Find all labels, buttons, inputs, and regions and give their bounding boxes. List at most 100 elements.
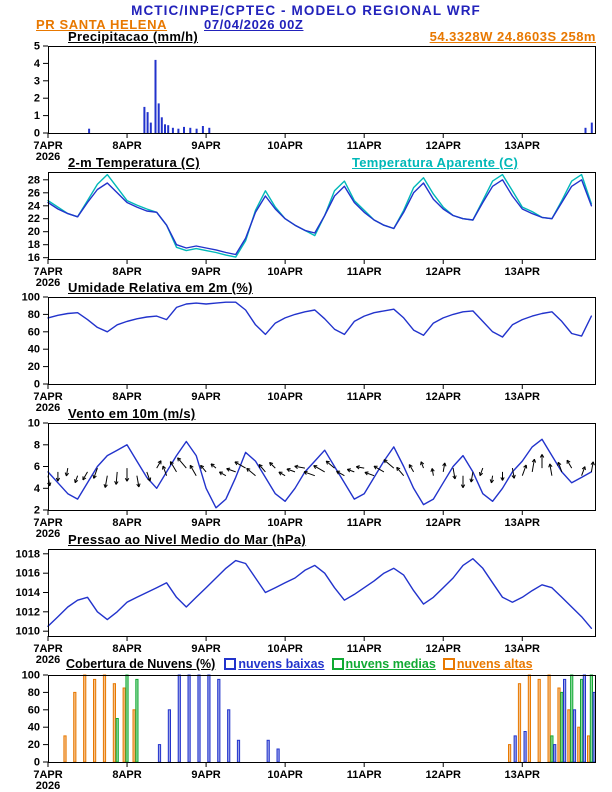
svg-text:0: 0: [34, 128, 40, 140]
svg-text:13APR: 13APR: [505, 769, 541, 781]
svg-text:5: 5: [34, 41, 40, 53]
svg-text:1018: 1018: [16, 548, 40, 560]
svg-text:2026: 2026: [36, 277, 60, 289]
svg-text:2026: 2026: [36, 654, 60, 666]
svg-text:1012: 1012: [16, 606, 40, 618]
svg-text:100: 100: [22, 292, 40, 304]
svg-text:8APR: 8APR: [112, 266, 141, 278]
svg-text:18: 18: [28, 239, 40, 251]
legend-item-nuvens-medias: nuvens medias: [331, 657, 436, 671]
svg-text:12APR: 12APR: [425, 140, 461, 152]
panel-title-temperatura-aparente: Temperatura Aparente (C): [352, 155, 519, 170]
svg-text:7APR: 7APR: [33, 140, 62, 152]
svg-text:8APR: 8APR: [112, 517, 141, 529]
svg-text:1014: 1014: [16, 587, 41, 599]
svg-text:8APR: 8APR: [112, 769, 141, 781]
svg-text:2026: 2026: [36, 402, 60, 414]
svg-text:12APR: 12APR: [425, 266, 461, 278]
station-coords: 54.3328W 24.8603S 258m: [429, 29, 596, 44]
svg-text:13APR: 13APR: [505, 266, 541, 278]
svg-text:8: 8: [34, 439, 40, 451]
svg-text:10APR: 10APR: [267, 769, 303, 781]
svg-text:11APR: 11APR: [347, 643, 382, 655]
svg-text:0: 0: [34, 757, 40, 769]
cloud-legend: Cobertura de Nuvens (%) nuvens baixas nu…: [66, 657, 533, 671]
svg-text:4: 4: [34, 483, 41, 495]
svg-text:20: 20: [28, 226, 40, 238]
legend-item-nuvens-altas: nuvens altas: [442, 657, 533, 671]
legend-label: nuvens altas: [456, 657, 533, 671]
svg-text:12APR: 12APR: [425, 391, 461, 403]
svg-text:20: 20: [28, 739, 40, 751]
svg-text:12APR: 12APR: [425, 517, 461, 529]
svg-text:1016: 1016: [16, 568, 40, 580]
svg-text:10APR: 10APR: [267, 266, 303, 278]
svg-text:40: 40: [28, 344, 40, 356]
svg-text:2026: 2026: [36, 780, 60, 792]
svg-text:12APR: 12APR: [425, 769, 461, 781]
svg-text:11APR: 11APR: [347, 769, 382, 781]
panel-title-nuvens: Cobertura de Nuvens (%): [66, 657, 216, 671]
svg-text:7APR: 7APR: [33, 769, 62, 781]
svg-text:9APR: 9APR: [191, 391, 220, 403]
svg-text:2026: 2026: [36, 528, 60, 540]
page-title: MCTIC/INPE/CPTEC - MODELO REGIONAL WRF: [131, 3, 481, 18]
svg-text:60: 60: [28, 326, 40, 338]
svg-text:1010: 1010: [16, 626, 40, 638]
svg-text:13APR: 13APR: [505, 517, 541, 529]
svg-text:1: 1: [34, 110, 40, 122]
svg-text:8APR: 8APR: [112, 391, 141, 403]
svg-text:7APR: 7APR: [33, 517, 62, 529]
svg-text:8APR: 8APR: [112, 643, 141, 655]
svg-text:9APR: 9APR: [191, 266, 220, 278]
svg-text:80: 80: [28, 687, 40, 699]
svg-text:9APR: 9APR: [191, 517, 220, 529]
svg-text:10APR: 10APR: [267, 517, 303, 529]
panel-title-vento: Vento em 10m (m/s): [68, 406, 196, 421]
svg-text:10APR: 10APR: [267, 391, 303, 403]
svg-text:2: 2: [34, 93, 40, 105]
svg-text:6: 6: [34, 461, 40, 473]
svg-text:20: 20: [28, 361, 40, 373]
svg-text:9APR: 9APR: [191, 769, 220, 781]
svg-text:22: 22: [28, 213, 40, 225]
svg-text:0: 0: [34, 379, 40, 391]
legend-label: nuvens baixas: [238, 657, 325, 671]
panel-title-umidade: Umidade Relativa em 2m (%): [68, 280, 253, 295]
svg-text:10APR: 10APR: [267, 643, 303, 655]
svg-text:11APR: 11APR: [347, 517, 382, 529]
svg-text:13APR: 13APR: [505, 391, 541, 403]
svg-text:26: 26: [28, 187, 40, 199]
svg-text:7APR: 7APR: [33, 643, 62, 655]
svg-text:10APR: 10APR: [267, 140, 303, 152]
svg-text:9APR: 9APR: [191, 140, 220, 152]
svg-text:4: 4: [34, 58, 41, 70]
nuvens-medias-swatch-icon: [331, 658, 344, 670]
panel-title-precipitacao: Precipitacao (mm/h): [68, 29, 198, 44]
svg-text:9APR: 9APR: [191, 643, 220, 655]
nuvens-baixas-swatch-icon: [224, 658, 237, 670]
svg-text:13APR: 13APR: [505, 643, 541, 655]
svg-text:7APR: 7APR: [33, 391, 62, 403]
svg-text:8APR: 8APR: [112, 140, 141, 152]
station-name: PR SANTA HELENA: [36, 17, 168, 32]
legend-label: nuvens medias: [345, 657, 436, 671]
svg-text:2026: 2026: [36, 151, 60, 163]
run-datetime: 07/04/2026 00Z: [204, 17, 304, 32]
svg-text:2: 2: [34, 505, 40, 517]
svg-text:13APR: 13APR: [505, 140, 541, 152]
svg-text:24: 24: [28, 200, 41, 212]
panel-title-pressao: Pressao ao Nivel Medio do Mar (hPa): [68, 532, 307, 547]
svg-text:12APR: 12APR: [425, 643, 461, 655]
svg-text:11APR: 11APR: [347, 391, 382, 403]
svg-text:28: 28: [28, 174, 40, 186]
svg-text:3: 3: [34, 75, 40, 87]
panel-title-temperatura: 2-m Temperatura (C): [68, 155, 200, 170]
legend-item-nuvens-baixas: nuvens baixas: [224, 657, 325, 671]
